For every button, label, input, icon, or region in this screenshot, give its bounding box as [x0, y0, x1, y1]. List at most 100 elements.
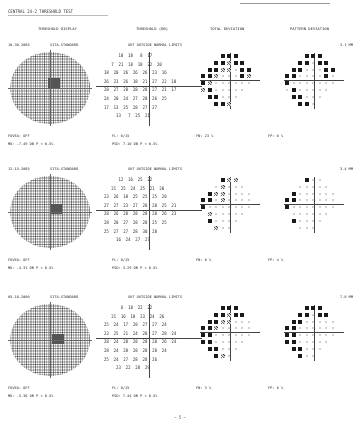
deviation-symbol [330, 326, 335, 331]
false-positives: FP: 4 % [268, 258, 284, 262]
top-edge-line [240, 3, 330, 4]
deviation-symbol [227, 312, 231, 317]
deviation-symbol [324, 205, 328, 210]
deviation-symbol [214, 212, 218, 216]
deviation-symbol [227, 319, 231, 324]
deviation-symbol [227, 205, 231, 210]
threshold-row: 28 27 28 28 28 27 21 17 [104, 87, 177, 93]
threshold-row: 16 24 27 27 [104, 237, 150, 243]
deviation-symbol [240, 88, 244, 92]
deviation-symbol [304, 88, 309, 92]
deviation-symbol [285, 340, 289, 344]
deviation-symbol [214, 340, 218, 344]
threshold-grid: 18 18 8 17 7 21 18 18 22 20 18 20 26 26 2… [96, 52, 206, 128]
deviation-symbol [304, 101, 309, 106]
deviation-symbol [214, 81, 218, 86]
deviation-symbol [298, 184, 302, 189]
deviation-symbol [246, 81, 251, 86]
total-deviation-plot-v-axis [230, 305, 231, 361]
deviation-symbol [207, 205, 212, 210]
deviation-symbol [304, 340, 309, 344]
deviation-symbol [291, 333, 296, 338]
deviation-symbol [311, 198, 315, 203]
false-negatives: FN: 23 % [196, 134, 214, 138]
deviation-symbol [298, 319, 302, 324]
threshold-row: 23 26 18 25 25 25 28 [104, 194, 167, 200]
deviation-symbol [227, 60, 231, 65]
deviation-symbol [304, 178, 309, 182]
deviation-symbol [324, 74, 328, 79]
deviation-symbol [311, 54, 315, 58]
deviation-symbol [220, 88, 225, 92]
deviation-symbol [330, 333, 335, 338]
deviation-symbol [298, 326, 302, 331]
deviation-symbol [201, 81, 205, 86]
deviation-symbol [214, 60, 218, 65]
deviation-symbol [298, 205, 302, 210]
deviation-symbol [317, 54, 322, 58]
deviation-symbol [311, 212, 315, 216]
deviation-symbol [220, 205, 225, 210]
deviation-symbol [311, 319, 315, 324]
deviation-symbol [311, 184, 315, 189]
deviation-symbol [317, 319, 322, 324]
grid-v-axis [149, 176, 150, 250]
blind-spot [48, 78, 60, 88]
deviation-symbol [298, 101, 302, 106]
col-threshold-db: THRESHOLD (DB) [136, 26, 169, 31]
deviation-symbol [201, 333, 205, 338]
deviation-symbol [220, 81, 225, 86]
deviation-symbol [304, 184, 309, 189]
deviation-symbol [324, 191, 328, 196]
deviation-symbol [240, 212, 244, 216]
threshold-row: 27 27 23 27 28 28 25 21 [104, 202, 177, 208]
deviation-symbol [330, 198, 335, 203]
deviation-symbol [207, 319, 212, 324]
test-date: 10-30-2005 [8, 43, 30, 47]
deviation-symbol [311, 205, 315, 210]
deviation-symbol [298, 340, 302, 344]
pattern-deviation-plot-v-axis [314, 53, 315, 109]
deviation-symbol [311, 60, 315, 65]
deviation-symbol [304, 198, 309, 203]
deviation-symbol [285, 333, 289, 338]
deviation-symbol [298, 333, 302, 338]
deviation-symbol [304, 67, 309, 72]
threshold-row: 21 16 18 23 24 26 [104, 313, 165, 319]
deviation-symbol [233, 312, 238, 317]
threshold-row: 25 24 27 28 28 26 [104, 356, 157, 362]
deviation-symbol [304, 81, 309, 86]
deviation-symbol [291, 319, 296, 324]
threshold-row: 25 24 17 28 27 27 24 [104, 322, 167, 328]
page-number: 5 [178, 415, 182, 420]
deviation-symbol [311, 218, 315, 223]
deviation-symbol [298, 88, 302, 92]
deviation-symbol [233, 184, 238, 189]
deviation-symbol [324, 198, 328, 203]
deviation-symbol [207, 326, 212, 331]
deviation-symbol [317, 81, 322, 86]
deviation-symbol [317, 326, 322, 331]
deviation-symbol [207, 94, 212, 99]
deviation-symbol [233, 212, 238, 216]
deviation-symbol [227, 88, 231, 92]
test-date: 12-15-2005 [8, 167, 30, 171]
deviation-symbol [311, 346, 315, 351]
blind-spot [52, 334, 64, 344]
deviation-symbol [201, 88, 205, 92]
deviation-symbol [214, 101, 218, 106]
deviation-symbol [207, 340, 212, 344]
deviation-symbol [317, 191, 322, 196]
deviation-symbol [324, 340, 328, 344]
deviation-symbol [304, 312, 309, 317]
deviation-symbol [227, 191, 231, 196]
deviation-symbol [298, 225, 302, 230]
threshold-row: 13 7 25 21 [104, 113, 150, 119]
deviation-symbol [233, 205, 238, 210]
threshold-row: 28 26 28 28 28 28 26 23 [104, 211, 177, 217]
deviation-symbol [304, 346, 309, 351]
deviation-symbol [291, 81, 296, 86]
map-v-axis [50, 174, 51, 250]
threshold-row: 28 24 28 28 28 28 24 [104, 348, 167, 353]
